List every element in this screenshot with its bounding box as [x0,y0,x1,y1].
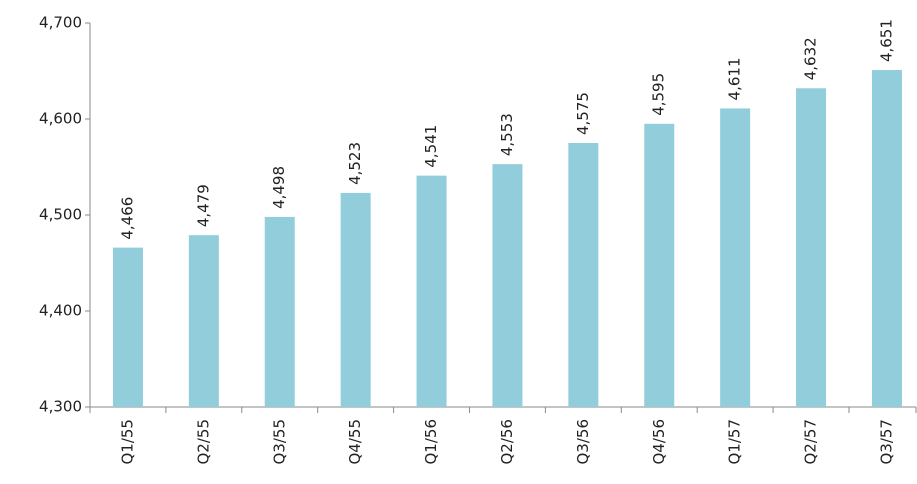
value-label: 4,553 [498,113,516,156]
x-tick-label: Q1/57 [726,419,744,465]
bar [871,70,902,407]
value-label: 4,541 [422,125,440,168]
x-tick-label: Q3/55 [270,419,288,465]
y-tick-label: 4,700 [39,14,82,32]
value-label: 4,498 [270,166,288,209]
value-label: 4,611 [726,57,744,100]
x-tick-label: Q1/56 [422,419,440,465]
x-tick-label: Q3/56 [574,419,592,465]
bar [264,216,295,407]
bar [112,247,143,407]
bar [796,88,827,407]
value-label: 4,651 [877,19,895,62]
x-tick-label: Q4/55 [346,419,364,465]
y-tick-label: 4,300 [39,398,82,416]
x-tick-label: Q3/57 [877,419,895,465]
x-tick-label: Q2/55 [194,419,212,465]
y-tick-label: 4,500 [39,206,82,224]
bar [188,235,219,407]
x-tick-label: Q2/57 [802,419,820,465]
value-label: 4,523 [346,142,364,185]
y-tick-label: 4,600 [39,110,82,128]
value-label: 4,479 [194,184,212,227]
x-tick-label: Q1/55 [118,419,136,465]
bar [644,123,675,408]
x-tick-label: Q2/56 [498,419,516,465]
bar [492,164,523,407]
value-label: 4,575 [574,92,592,135]
value-label: 4,632 [802,37,820,80]
value-label: 4,595 [650,73,668,116]
y-tick-label: 4,400 [39,302,82,320]
bar [720,108,751,407]
bar [568,143,599,407]
value-label: 4,466 [118,197,136,240]
bar [340,192,371,407]
x-tick-label: Q4/56 [650,419,668,465]
bar [416,175,447,407]
